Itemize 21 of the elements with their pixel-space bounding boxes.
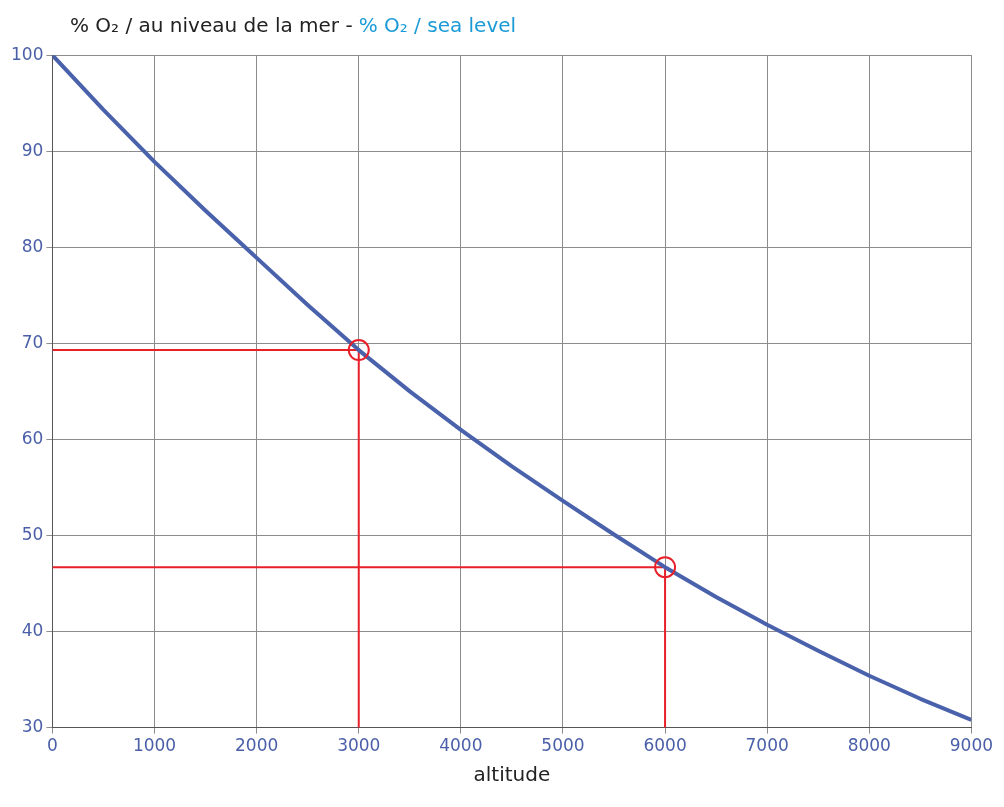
x-tick-label: 0 [47, 735, 58, 756]
y-tick-label: 40 [21, 619, 44, 640]
y-tick-label: 60 [21, 427, 44, 448]
x-tick-label: 5000 [541, 735, 585, 756]
x-tick-label: 9000 [949, 735, 993, 756]
y-tick-label: 90 [21, 139, 44, 160]
x-tick-label: 6000 [643, 735, 687, 756]
x-tick-label: 2000 [235, 735, 279, 756]
chart-title: % O₂ / au niveau de la mer - [70, 13, 353, 37]
x-tick-label: 8000 [847, 735, 891, 756]
x-tick-label: 3000 [337, 735, 381, 756]
y-tick-label: 50 [21, 523, 44, 544]
x-axis-title: altitude [473, 762, 551, 787]
y-tick-label: 70 [21, 331, 44, 352]
chart-subtitle: % O₂ / sea level [358, 13, 517, 37]
y-tick-label: 100 [10, 43, 44, 64]
y-tick-label: 30 [21, 716, 44, 737]
x-tick-label: 7000 [745, 735, 789, 756]
x-tick-label: 1000 [132, 735, 177, 756]
y-tick-label: 80 [21, 235, 44, 256]
x-tick-label: 4000 [439, 735, 483, 756]
